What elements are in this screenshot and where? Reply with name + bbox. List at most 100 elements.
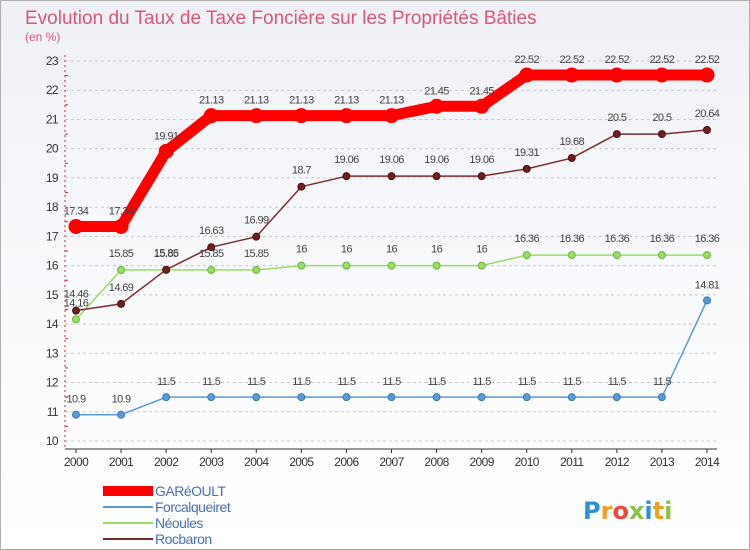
y-tick-label-23: 23 [46, 54, 59, 68]
data-label-3-2010: 19.31 [514, 147, 539, 159]
series-0-point-2008 [429, 98, 445, 114]
x-tick-label-2006: 2006 [334, 455, 359, 469]
data-label-2-2007: 16 [386, 244, 398, 256]
data-label-3-2005: 18.7 [292, 165, 311, 177]
series-2-point-2003 [207, 266, 216, 274]
series-1-point-2012 [612, 393, 621, 402]
data-label-0-2002: 19.91 [154, 130, 179, 142]
series-0-point-2000 [68, 218, 84, 234]
series-3-point-2001 [117, 299, 126, 308]
y-tick-label-21: 21 [46, 112, 59, 126]
data-label-1-2013: 11.5 [653, 376, 672, 388]
series-1-point-2010 [522, 393, 531, 402]
series-1-point-2011 [567, 393, 576, 402]
legend-label-1: Forcalqueiret [155, 499, 231, 515]
data-label-2-2004: 15.85 [244, 248, 269, 260]
data-labels: 10.9 10.9 11.5 11.5 11.5 11.5 11.5 11.5 11.5 11.5… [64, 54, 721, 406]
data-label-3-2004: 16.99 [244, 215, 269, 227]
series-1-point-2014 [703, 296, 711, 305]
series-2-point-2008 [432, 261, 441, 270]
data-label-1-2004: 11.5 [247, 376, 266, 388]
data-label-0-2009: 21.45 [469, 85, 494, 97]
data-label-2-2005: 16 [296, 244, 308, 256]
logo-letter-6: i [664, 497, 672, 525]
series-3-point-2006 [342, 172, 351, 181]
chart-title: Evolution du Taux de Taxe Foncière sur l… [25, 8, 537, 29]
logo-letter-5: t [653, 497, 664, 525]
y-tick-label-10: 10 [46, 434, 59, 448]
x-tick-label-2013: 2013 [650, 455, 675, 469]
data-label-0-2010: 22.52 [514, 54, 539, 66]
series-0-point-2002 [158, 143, 174, 159]
x-tick-label-2007: 2007 [379, 455, 404, 469]
series-0-point-2006 [338, 108, 354, 124]
data-label-1-2005: 11.5 [292, 376, 311, 388]
logo-letter-4: i [644, 497, 652, 525]
series-3-point-2009 [477, 172, 486, 181]
series-2-point-2004 [252, 266, 261, 274]
series-1-point-2003 [207, 393, 216, 402]
series-3-point-2002 [162, 265, 171, 274]
series-3-point-2010 [522, 164, 531, 173]
data-label-3-2013: 20.5 [652, 112, 671, 124]
y-tick-label-15: 15 [46, 288, 59, 302]
data-label-3-2012: 20.5 [607, 112, 626, 124]
y-tick-label-22: 22 [46, 83, 59, 97]
series-2-point-2005 [297, 261, 306, 270]
data-label-1-2002: 11.5 [157, 376, 176, 388]
series-0-point-2001 [113, 218, 129, 234]
data-label-1-2003: 11.5 [202, 376, 221, 388]
data-label-3-2014: 20.64 [695, 108, 720, 120]
y-tick-label-13: 13 [46, 346, 59, 360]
y-tick-label-12: 12 [46, 376, 59, 390]
data-label-3-2008: 19.06 [424, 154, 449, 166]
data-label-0-2000: 17.34 [64, 205, 89, 217]
series-0-point-2004 [248, 108, 264, 124]
series-1-point-2001 [117, 410, 126, 419]
series-3-point-2008 [432, 172, 441, 181]
data-label-2-2000: 14.16 [64, 297, 89, 309]
series-2-point-2001 [117, 266, 126, 274]
series-2-point-2012 [612, 251, 621, 260]
logo-letter-1: r [601, 497, 613, 525]
data-label-1-2001: 10.9 [112, 394, 131, 406]
data-label-1-2006: 11.5 [337, 376, 356, 388]
data-label-0-2004: 21.13 [244, 95, 269, 107]
x-tick-label-2000: 2000 [64, 455, 89, 469]
data-label-2-2009: 16 [476, 244, 488, 256]
series-2-point-2013 [657, 251, 666, 260]
legend-label-2: Néoules [155, 515, 203, 531]
series-3-point-2011 [567, 154, 576, 163]
data-label-2-2014: 16.36 [695, 233, 720, 245]
data-label-1-2009: 11.5 [473, 376, 492, 388]
x-tick-label-2011: 2011 [560, 455, 584, 469]
data-label-3-2000: 14.46 [64, 289, 89, 301]
series-1-point-2000 [72, 410, 80, 419]
data-label-1-2014: 14.81 [695, 279, 720, 291]
data-label-2-2011: 16.36 [560, 233, 585, 245]
series-3-point-2004 [252, 232, 261, 241]
x-tick-label-2009: 2009 [469, 455, 494, 469]
series-3-point-2005 [297, 182, 306, 191]
logo-letter-2: o [612, 497, 629, 525]
legend-label-0: GARéOULT [155, 483, 226, 499]
series-3-point-2013 [657, 130, 666, 139]
axes: 10 11 12 13 14 15 16 17 18 19 20 21 22 23 2000 2001 2002… [46, 54, 721, 469]
series-3-point-2014 [703, 125, 711, 134]
data-label-0-2003: 21.13 [199, 95, 224, 107]
data-label-2-2002: 15.85 [154, 248, 179, 260]
data-label-2-2008: 16 [431, 244, 443, 256]
series-2-point-2007 [387, 261, 396, 270]
data-label-0-2007: 21.13 [379, 95, 404, 107]
data-label-1-2010: 11.5 [518, 376, 537, 388]
series-group [68, 67, 715, 419]
series-3-point-2007 [387, 172, 396, 181]
chart-subtitle: (en %) [25, 30, 60, 44]
data-label-1-2011: 11.5 [563, 376, 582, 388]
logo-letter-3: x [629, 497, 645, 525]
y-tick-label-11: 11 [47, 405, 59, 419]
data-label-0-2011: 22.52 [560, 54, 585, 66]
data-label-2-2001: 15.85 [109, 248, 134, 260]
